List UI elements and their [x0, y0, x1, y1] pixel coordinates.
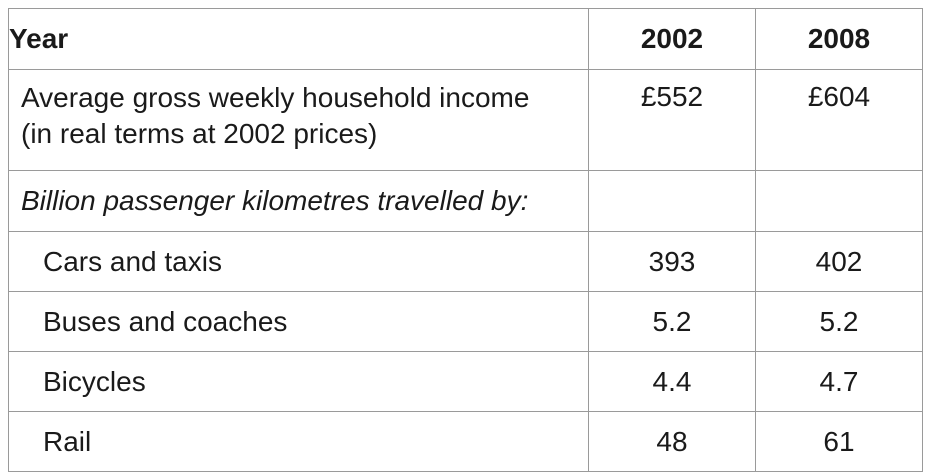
mode-value-cars-2008: 402 [755, 231, 923, 292]
mode-value-rail-2002: 48 [588, 411, 756, 472]
mode-label-rail: Rail [8, 411, 589, 472]
mode-label-cars: Cars and taxis [8, 231, 589, 292]
mode-value-buses-2002: 5.2 [588, 291, 756, 352]
column-header-2008: 2008 [755, 8, 923, 70]
table-row: Rail 48 61 [8, 411, 923, 472]
table-row: Cars and taxis 393 402 [8, 231, 923, 292]
income-label-line1: Average gross weekly household income [21, 82, 530, 113]
income-value-2008: £604 [755, 69, 923, 171]
table-row-subheading: Billion passenger kilometres travelled b… [8, 170, 923, 232]
income-label-line2: (in real terms at 2002 prices) [21, 118, 378, 149]
column-header-year: Year [8, 8, 589, 70]
data-table: Year 2002 2008 Average gross weekly hous… [8, 8, 923, 472]
table-row: Bicycles 4.4 4.7 [8, 351, 923, 412]
subheading-empty-2002 [588, 170, 756, 232]
subheading-empty-2008 [755, 170, 923, 232]
table-container: Year 2002 2008 Average gross weekly hous… [8, 8, 923, 472]
mode-label-buses: Buses and coaches [8, 291, 589, 352]
mode-value-cars-2002: 393 [588, 231, 756, 292]
income-value-2002: £552 [588, 69, 756, 171]
mode-value-buses-2008: 5.2 [755, 291, 923, 352]
mode-value-bicycles-2002: 4.4 [588, 351, 756, 412]
subheading-label: Billion passenger kilometres travelled b… [8, 170, 589, 232]
mode-value-rail-2008: 61 [755, 411, 923, 472]
table-row-income: Average gross weekly household income (i… [8, 69, 923, 171]
mode-label-bicycles: Bicycles [8, 351, 589, 412]
table-header-row: Year 2002 2008 [8, 8, 923, 70]
mode-value-bicycles-2008: 4.7 [755, 351, 923, 412]
income-label: Average gross weekly household income (i… [8, 69, 589, 171]
table-row: Buses and coaches 5.2 5.2 [8, 291, 923, 352]
column-header-2002: 2002 [588, 8, 756, 70]
